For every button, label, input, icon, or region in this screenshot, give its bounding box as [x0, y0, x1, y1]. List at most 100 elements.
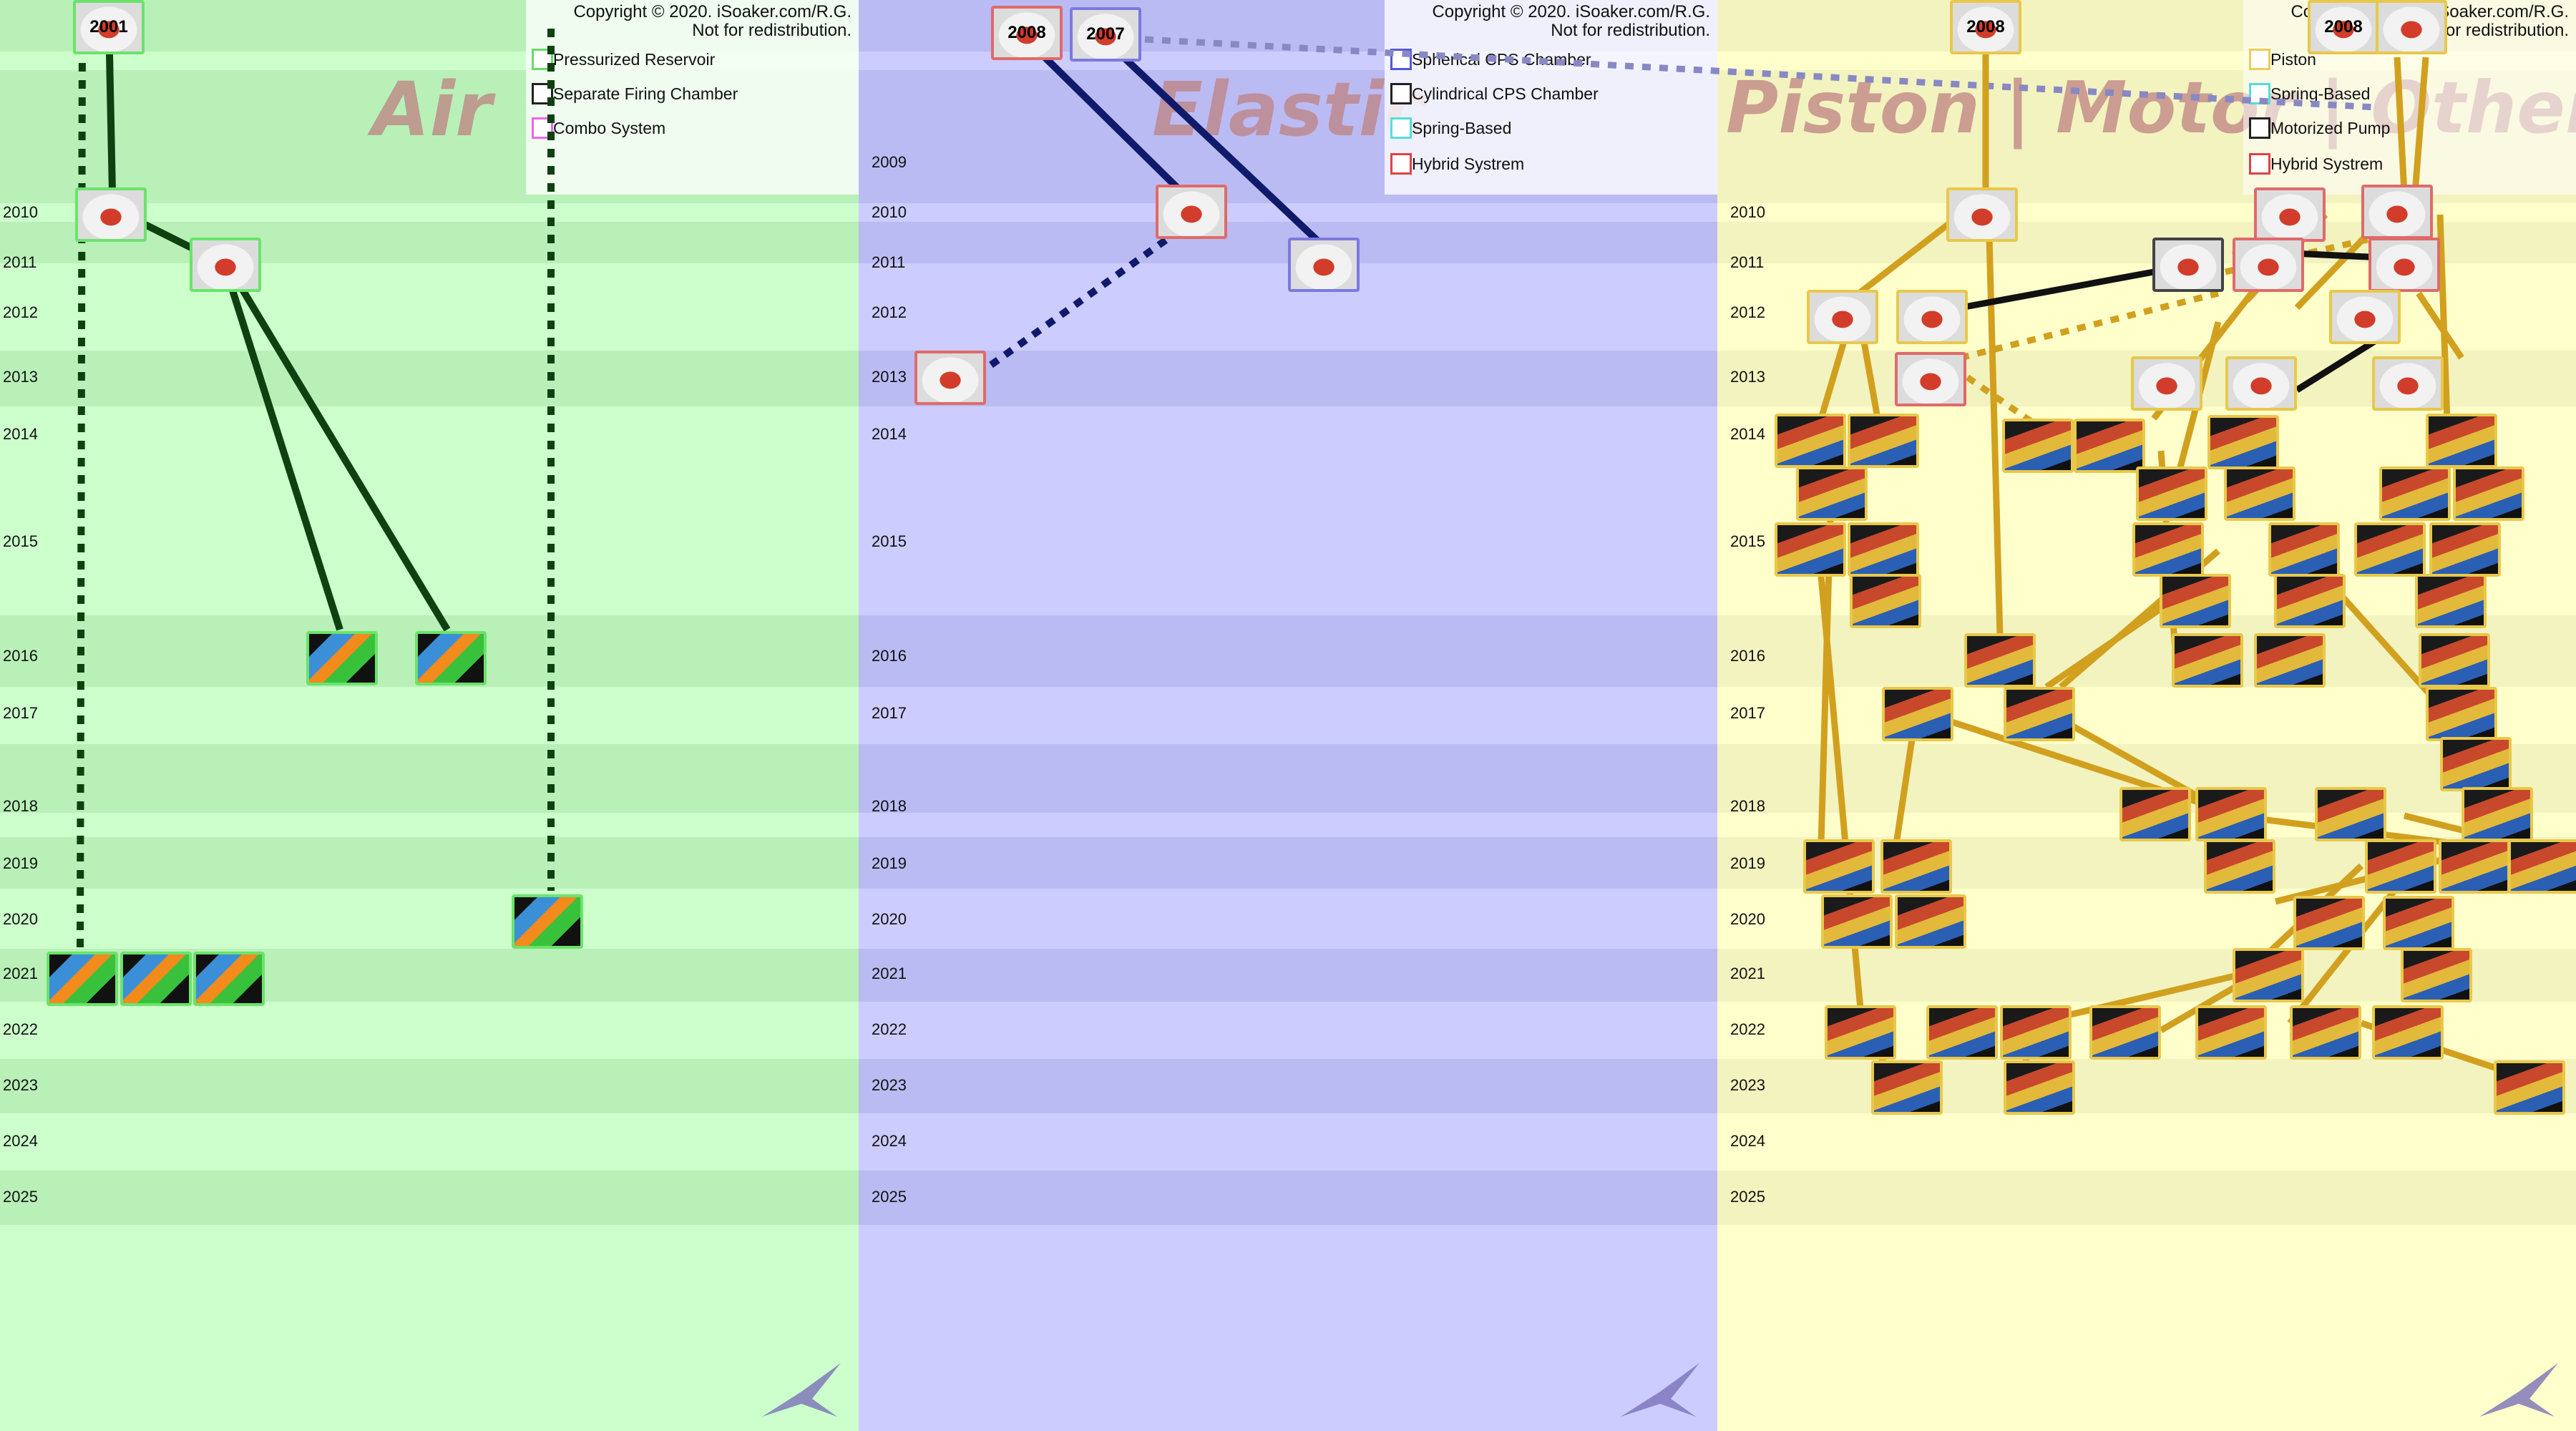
blaster-thumbnail[interactable]: [2372, 1005, 2444, 1060]
blaster-thumbnail[interactable]: [1775, 522, 1846, 577]
blaster-thumbnail[interactable]: [1896, 290, 1968, 344]
blaster-thumbnail[interactable]: [1871, 1060, 1943, 1115]
blaster-thumbnail[interactable]: [2415, 574, 2487, 628]
blaster-thumbnail[interactable]: [2000, 1005, 2072, 1060]
blaster-thumbnail[interactable]: [2379, 467, 2451, 521]
blaster-thumbnail[interactable]: [1848, 414, 1919, 468]
blaster-thumbnail[interactable]: [2204, 839, 2275, 894]
elastic-copyright: Copyright © 2020. iSoaker.com/R.G. Not f…: [1432, 2, 1710, 40]
blaster-thumbnail[interactable]: [2368, 238, 2440, 292]
blaster-thumbnail[interactable]: [75, 187, 147, 242]
blaster-thumbnail[interactable]: [190, 238, 261, 292]
blaster-thumbnail[interactable]: [2195, 1005, 2267, 1060]
blaster-thumbnail[interactable]: [2172, 633, 2243, 688]
blaster-thumbnail[interactable]: [2160, 574, 2231, 628]
blaster-thumbnail[interactable]: [1825, 1005, 1896, 1060]
blaster-thumbnail[interactable]: [914, 351, 986, 405]
year-label: 2017: [872, 704, 907, 722]
blaster-thumbnail[interactable]: [2329, 290, 2401, 344]
blaster-thumbnail[interactable]: [1848, 522, 1919, 577]
blaster-thumbnail[interactable]: [120, 952, 192, 1006]
blaster-thumbnail[interactable]: [1850, 574, 1921, 628]
blaster-thumbnail[interactable]: [2315, 787, 2386, 841]
blaster-thumbnail[interactable]: [2426, 414, 2497, 468]
blaster-thumbnail[interactable]: [2494, 1060, 2565, 1115]
blaster-thumbnail[interactable]: [2225, 356, 2297, 411]
watermark-star-icon-air: [762, 1363, 841, 1417]
blaster-thumbnail[interactable]: [2354, 522, 2426, 577]
blaster-thumbnail[interactable]: [1946, 187, 2018, 242]
blaster-thumbnail[interactable]: [1926, 1005, 1998, 1060]
year-label: 2012: [1730, 303, 1765, 321]
blaster-thumbnail[interactable]: [2002, 419, 2074, 473]
blaster-thumbnail[interactable]: [2365, 839, 2436, 894]
blaster-thumbnail[interactable]: 2007: [1070, 7, 1141, 62]
year-label: 2021: [872, 964, 907, 982]
blaster-thumbnail[interactable]: [415, 631, 487, 685]
blaster-thumbnail[interactable]: [1803, 839, 1875, 894]
year-label: 2014: [1730, 425, 1765, 443]
blaster-thumbnail[interactable]: [2119, 787, 2191, 841]
air-lines: [77, 28, 555, 952]
blaster-thumbnail[interactable]: [1882, 687, 1953, 741]
blaster-thumbnail[interactable]: [2293, 896, 2365, 950]
blaster-thumbnail[interactable]: [2508, 839, 2576, 894]
blaster-thumbnail[interactable]: [2361, 185, 2433, 239]
blaster-thumbnail[interactable]: [2233, 948, 2304, 1002]
blaster-thumbnail[interactable]: [2440, 737, 2512, 791]
blaster-thumbnail[interactable]: [2074, 419, 2145, 473]
blaster-thumbnail[interactable]: [1964, 633, 2036, 688]
blaster-thumbnail[interactable]: [2195, 787, 2267, 841]
blaster-thumbnail[interactable]: [1807, 290, 1878, 344]
year-label: 2019: [3, 854, 38, 872]
blaster-thumbnail[interactable]: [1880, 839, 1952, 894]
year-label: 2019: [872, 854, 907, 872]
blaster-thumbnail[interactable]: [2383, 896, 2454, 950]
blaster-thumbnail[interactable]: 2008: [1950, 0, 2021, 54]
year-label: 2022: [1730, 1020, 1765, 1038]
blaster-thumbnail[interactable]: [2004, 1060, 2075, 1115]
blaster-thumbnail[interactable]: [2136, 467, 2207, 521]
blaster-thumbnail[interactable]: [2224, 467, 2296, 521]
blaster-thumbnail[interactable]: [2426, 687, 2497, 741]
blaster-thumbnail[interactable]: [2376, 0, 2447, 54]
blaster-thumbnail[interactable]: [1288, 238, 1360, 292]
blaster-thumbnail[interactable]: [2254, 633, 2326, 688]
blaster-thumbnail[interactable]: [47, 952, 118, 1006]
year-label: 2019: [1730, 854, 1765, 872]
blaster-thumbnail[interactable]: [2453, 467, 2524, 521]
blaster-thumbnail[interactable]: [2419, 633, 2490, 688]
blaster-thumbnail[interactable]: [2132, 522, 2204, 577]
blaster-thumbnail[interactable]: [306, 631, 378, 685]
blaster-thumbnail[interactable]: [2274, 574, 2346, 628]
blaster-thumbnail[interactable]: [2254, 187, 2326, 242]
blaster-thumbnail[interactable]: [512, 894, 583, 949]
blaster-thumbnail[interactable]: [2089, 1005, 2161, 1060]
blaster-thumbnail[interactable]: [2207, 415, 2279, 469]
blaster-thumbnail[interactable]: [2152, 238, 2224, 292]
blaster-thumbnail[interactable]: [1895, 894, 1966, 949]
blaster-thumbnail[interactable]: 2008: [991, 6, 1063, 60]
blaster-thumbnail[interactable]: [2004, 687, 2075, 741]
blaster-thumbnail[interactable]: [1821, 894, 1893, 949]
blaster-thumbnail[interactable]: [2372, 356, 2444, 411]
blaster-thumbnail[interactable]: [193, 952, 265, 1006]
blaster-thumbnail[interactable]: 2008: [2308, 0, 2379, 54]
blaster-thumbnail[interactable]: 2001: [73, 0, 145, 54]
blaster-thumbnail[interactable]: [1156, 185, 1227, 239]
row-band: [1717, 1059, 2576, 1113]
blaster-thumbnail[interactable]: [1895, 352, 1966, 406]
blaster-thumbnail[interactable]: [2268, 522, 2340, 577]
blaster-thumbnail[interactable]: [2401, 948, 2472, 1002]
blaster-thumbnail[interactable]: [2429, 522, 2501, 577]
blaster-thumbnail[interactable]: [2439, 839, 2510, 894]
year-label: 2018: [872, 797, 907, 815]
blaster-thumbnail[interactable]: [2233, 238, 2304, 292]
blaster-thumbnail[interactable]: [2290, 1005, 2361, 1060]
blaster-thumbnail[interactable]: [1796, 467, 1868, 521]
blaster-thumbnail[interactable]: [1775, 414, 1846, 468]
year-label: 2013: [872, 368, 907, 386]
year-label: 2017: [3, 704, 38, 722]
blaster-thumbnail[interactable]: [2131, 356, 2202, 411]
blaster-thumbnail[interactable]: [2462, 787, 2533, 841]
